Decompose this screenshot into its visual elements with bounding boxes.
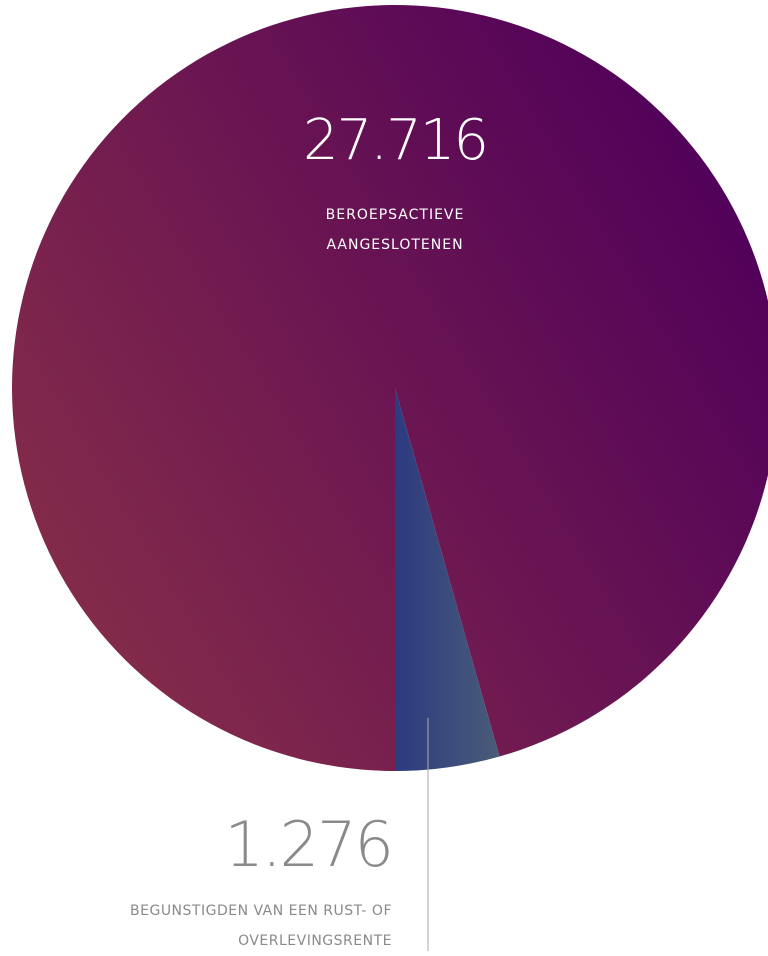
value-label: 27.716 — [303, 108, 489, 173]
slice-label: BEGUNSTIGDEN VAN EEN RUST- OF OVERLEVING… — [130, 903, 392, 949]
value-label: 1.276 — [224, 808, 395, 881]
pie-slice — [12, 5, 768, 771]
pie-slice — [395, 388, 500, 771]
slice-label: BEROEPSACTIEVE AANGESLOTENEN — [325, 207, 465, 253]
